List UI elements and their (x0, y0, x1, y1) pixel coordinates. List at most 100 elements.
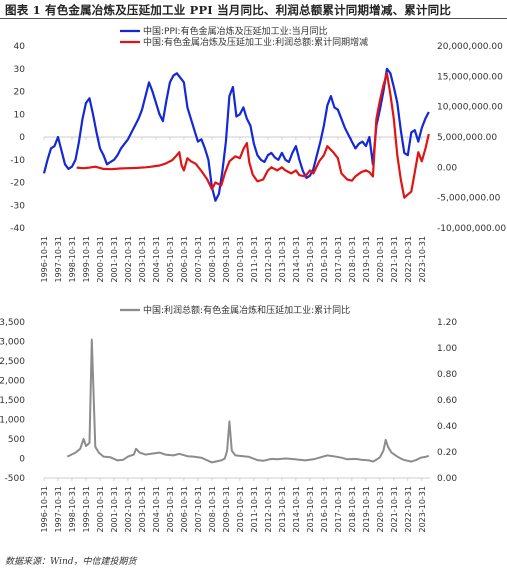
x-tick-label: 2017-10-31 (334, 486, 343, 533)
x-tick-label: 2001-10-31 (110, 236, 119, 283)
x-tick-label: 2014-10-31 (292, 236, 301, 283)
y-right-tick-label: 0.20 (437, 448, 457, 458)
y-right-tick-label: 1.20 (437, 318, 457, 328)
y-left-tick-label: -500 (5, 474, 26, 484)
x-tick-label: 2023-10-31 (418, 236, 427, 283)
y-right-tick-label: 0.00 (437, 163, 457, 173)
x-tick-label: 2010-10-31 (236, 486, 245, 533)
x-tick-label: 2001-10-31 (110, 486, 119, 533)
x-tick-label: 2020-10-31 (376, 236, 385, 283)
x-tick-label: 2005-10-31 (166, 486, 175, 533)
source-note: 数据来源：Wind，中信建投期货 (5, 557, 137, 567)
x-tick-label: 1996-10-31 (40, 486, 49, 533)
y-right-tick-label: 1.00 (437, 344, 457, 354)
y-right-tick-label: 15,000,000.00 (437, 72, 503, 82)
x-tick-label: 2003-10-31 (138, 486, 147, 533)
y-left-tick-label: 20 (14, 88, 26, 98)
y-right-tick-label: 5,000,000.00 (437, 133, 497, 143)
x-tick-label: 2006-10-31 (180, 236, 189, 283)
y-left-tick-label: 10 (14, 110, 26, 120)
x-tick-label: 2009-10-31 (222, 486, 231, 533)
y-left-tick-label: 0 (19, 133, 25, 143)
y-left-tick-label: 2,000 (0, 377, 25, 387)
x-tick-label: 2016-10-31 (320, 486, 329, 533)
y-right-tick-label: -10,000,000.00 (437, 224, 506, 234)
x-tick-label: 2002-10-31 (124, 236, 133, 283)
y-right-tick-label: 10,000,000.00 (437, 103, 503, 113)
x-tick-label: 2007-10-31 (194, 486, 203, 533)
y-left-tick-label: 1,500 (0, 396, 25, 406)
x-tick-label: 2007-10-31 (194, 236, 203, 283)
title-rule (0, 18, 507, 19)
x-tick-label: 2004-10-31 (152, 486, 161, 533)
x-tick-label: 2006-10-31 (180, 486, 189, 533)
x-tick-label: 2020-10-31 (376, 486, 385, 533)
legend-label: 中国:PPI:有色金属冶炼及压延加工业:当月同比 (143, 25, 328, 37)
x-tick-label: 2010-10-31 (236, 236, 245, 283)
x-tick-label: 1996-10-31 (40, 236, 49, 283)
x-tick-label: 2004-10-31 (152, 236, 161, 283)
series-line-1-0 (66, 338, 430, 464)
x-tick-label: 2009-10-31 (222, 236, 231, 283)
x-tick-label: 2000-10-31 (96, 486, 105, 533)
x-tick-label: 2015-10-31 (306, 486, 315, 533)
y-left-tick-label: 3,000 (0, 338, 25, 348)
y-right-tick-label: 0.40 (437, 422, 457, 432)
legend-label: 中国:有色金属冶炼及压延加工业:利润总额:累计同期增减 (143, 36, 368, 48)
x-tick-label: 1998-10-31 (68, 236, 77, 283)
x-tick-label: 2019-10-31 (362, 486, 371, 533)
legend-label: 中国:利润总额:有色金属冶炼和压延加工业:累计同比 (143, 304, 350, 316)
chart-profit-yoy: 3,500 3,000 2,500 2,000 1,500 1,000 500 0 -500 1.… (0, 304, 457, 533)
x-tick-label: 1997-10-31 (54, 486, 63, 533)
x-tick-label: 2002-10-31 (124, 486, 133, 533)
x-tick-label: 2005-10-31 (166, 236, 175, 283)
x-tick-label: 2008-10-31 (208, 236, 217, 283)
x-tick-label: 2003-10-31 (138, 236, 147, 283)
x-tick-label: 2013-10-31 (278, 236, 287, 283)
y-right-tick-label: 0.60 (437, 396, 457, 406)
x-tick-label: 2017-10-31 (334, 236, 343, 283)
y-right-tick-label: 0.80 (437, 370, 457, 380)
y-left-tick-label: -30 (10, 201, 25, 211)
y-left-tick-label: -10 (10, 156, 25, 166)
x-tick-label: 2016-10-31 (320, 236, 329, 283)
x-tick-label: 2021-10-31 (390, 236, 399, 283)
x-tick-label: 2011-10-31 (250, 236, 259, 283)
y-left-tick-label: 30 (14, 65, 26, 75)
y-left-tick-label: 1,000 (0, 416, 25, 426)
x-tick-label: 1999-10-31 (82, 236, 91, 283)
series-line-0-1 (76, 72, 430, 199)
x-tick-label: 2022-10-31 (404, 236, 413, 283)
x-tick-label: 2022-10-31 (404, 486, 413, 533)
x-tick-label: 2018-10-31 (348, 236, 357, 283)
figure-title: 图表 1 有色金属冶炼及压延加工业 PPI 当月同比、利润总额累计同期增减、累计… (5, 3, 452, 17)
y-left-tick-label: 0 (19, 455, 25, 465)
x-tick-label: 2011-10-31 (250, 486, 259, 533)
x-tick-label: 2021-10-31 (390, 486, 399, 533)
x-tick-label: 2015-10-31 (306, 236, 315, 283)
y-left-tick-label: 3,500 (0, 318, 25, 328)
x-tick-label: 2008-10-31 (208, 486, 217, 533)
x-tick-label: 2012-10-31 (264, 236, 273, 283)
x-tick-label: 2019-10-31 (362, 236, 371, 283)
y-left-tick-label: -40 (10, 224, 25, 234)
x-tick-label: 2014-10-31 (292, 486, 301, 533)
x-tick-label: 2018-10-31 (348, 486, 357, 533)
y-right-tick-label: -5,000,000.00 (437, 194, 501, 204)
x-tick-label: 2012-10-31 (264, 486, 273, 533)
x-tick-label: 2023-10-31 (418, 486, 427, 533)
y-left-tick-label: 500 (8, 435, 25, 445)
x-tick-label: 2013-10-31 (278, 486, 287, 533)
x-tick-label: 2000-10-31 (96, 236, 105, 283)
series-line-0-0 (42, 67, 430, 202)
y-left-tick-label: -20 (10, 179, 25, 189)
y-right-tick-label: 20,000,000.00 (437, 42, 503, 52)
y-left-tick-label: 40 (14, 42, 26, 52)
x-tick-label: 1999-10-31 (82, 486, 91, 533)
x-tick-label: 1997-10-31 (54, 236, 63, 283)
chart-ppi-profit-change: 40 30 20 10 0 -10 -20 -30 -40 20,000,000.00 15,000… (10, 25, 506, 283)
y-left-tick-label: 2,500 (0, 357, 25, 367)
y-right-tick-label: 0.00 (437, 474, 457, 484)
x-tick-label: 1998-10-31 (68, 486, 77, 533)
